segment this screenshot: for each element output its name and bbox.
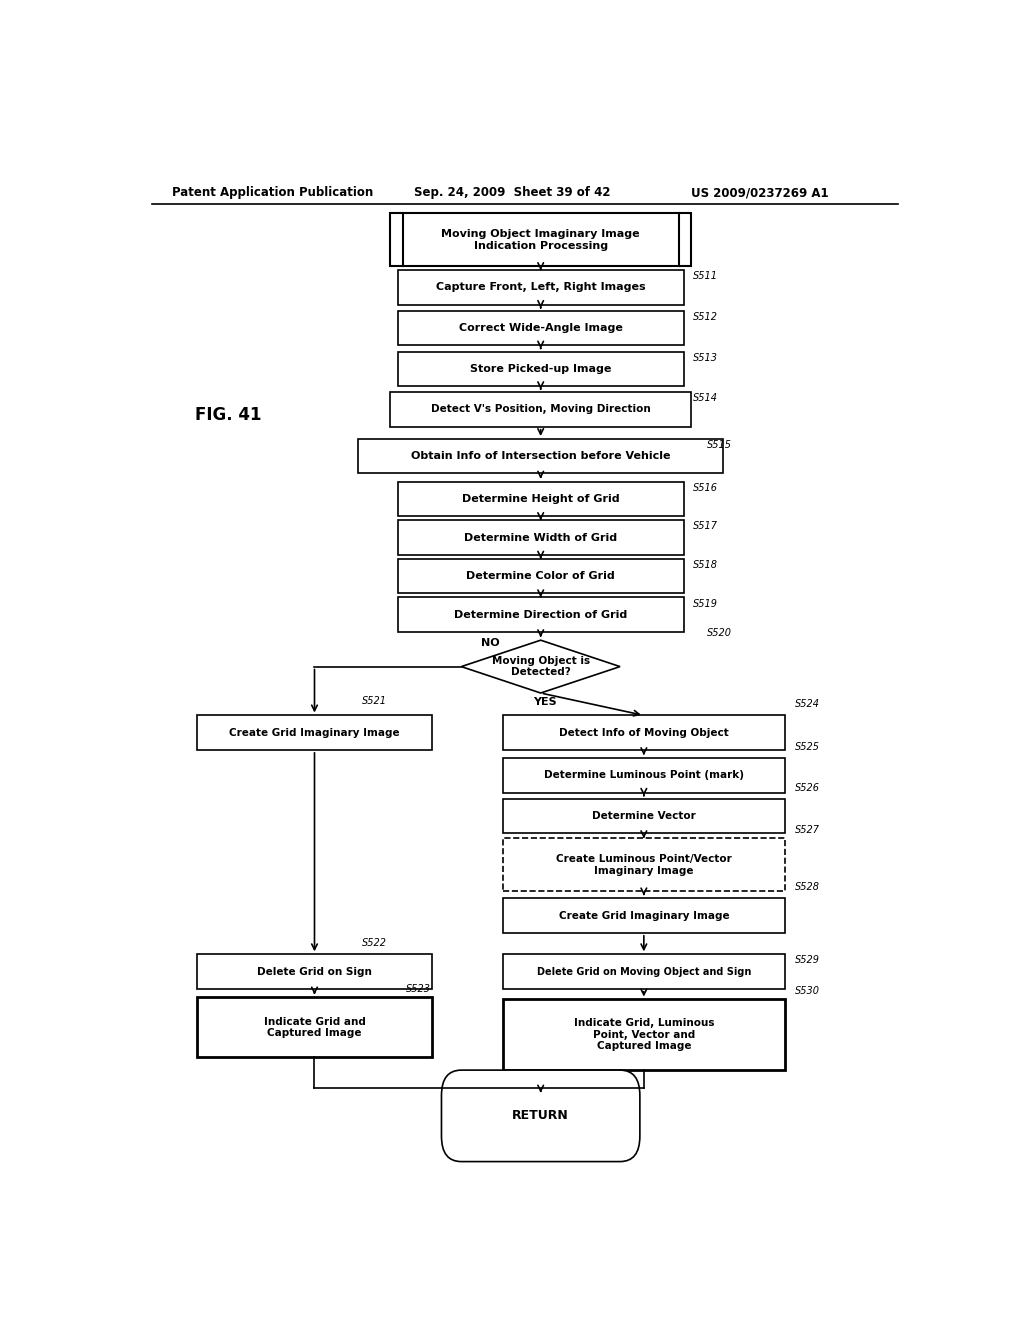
Text: Determine Width of Grid: Determine Width of Grid	[464, 532, 617, 543]
Text: S515: S515	[708, 440, 732, 450]
Text: Detect Info of Moving Object: Detect Info of Moving Object	[559, 727, 729, 738]
Text: NO: NO	[481, 639, 500, 648]
Text: S525: S525	[795, 742, 819, 752]
Text: Sep. 24, 2009  Sheet 39 of 42: Sep. 24, 2009 Sheet 39 of 42	[414, 186, 610, 199]
Text: S526: S526	[795, 783, 819, 792]
Text: S527: S527	[795, 825, 819, 836]
FancyBboxPatch shape	[503, 899, 784, 933]
Text: S512: S512	[693, 312, 718, 322]
Text: Patent Application Publication: Patent Application Publication	[172, 186, 373, 199]
Text: Indicate Grid, Luminous
Point, Vector and
Captured Image: Indicate Grid, Luminous Point, Vector an…	[573, 1018, 714, 1051]
Text: Create Luminous Point/Vector
Imaginary Image: Create Luminous Point/Vector Imaginary I…	[556, 854, 732, 875]
Text: S530: S530	[795, 986, 819, 997]
Text: S513: S513	[693, 352, 718, 363]
Text: Delete Grid on Sign: Delete Grid on Sign	[257, 966, 372, 977]
Text: S520: S520	[708, 628, 732, 638]
Polygon shape	[462, 640, 620, 693]
Text: S514: S514	[693, 393, 718, 404]
Text: S517: S517	[693, 521, 718, 532]
FancyBboxPatch shape	[503, 954, 784, 989]
Text: S529: S529	[795, 956, 819, 965]
Text: Create Grid Imaginary Image: Create Grid Imaginary Image	[558, 911, 729, 920]
FancyBboxPatch shape	[503, 999, 784, 1069]
FancyBboxPatch shape	[198, 715, 431, 750]
FancyBboxPatch shape	[503, 715, 784, 750]
Text: Moving Object is
Detected?: Moving Object is Detected?	[492, 656, 590, 677]
FancyBboxPatch shape	[397, 520, 684, 554]
Text: RETURN: RETURN	[512, 1109, 569, 1122]
Text: Determine Luminous Point (mark): Determine Luminous Point (mark)	[544, 771, 743, 780]
FancyBboxPatch shape	[198, 954, 431, 989]
Text: Determine Vector: Determine Vector	[592, 810, 695, 821]
Text: S521: S521	[362, 696, 387, 706]
Text: S518: S518	[693, 560, 718, 570]
Text: Determine Color of Grid: Determine Color of Grid	[466, 572, 615, 581]
Text: US 2009/0237269 A1: US 2009/0237269 A1	[691, 186, 829, 199]
Text: Moving Object Imaginary Image
Indication Processing: Moving Object Imaginary Image Indication…	[441, 228, 640, 251]
FancyBboxPatch shape	[503, 838, 784, 891]
Text: YES: YES	[532, 697, 556, 708]
Text: Store Picked-up Image: Store Picked-up Image	[470, 364, 611, 374]
FancyBboxPatch shape	[503, 799, 784, 833]
Text: S519: S519	[693, 599, 718, 609]
FancyBboxPatch shape	[397, 271, 684, 305]
FancyBboxPatch shape	[397, 558, 684, 594]
Text: Determine Direction of Grid: Determine Direction of Grid	[454, 610, 628, 620]
Text: S522: S522	[362, 939, 387, 948]
Text: Capture Front, Left, Right Images: Capture Front, Left, Right Images	[436, 282, 645, 293]
FancyBboxPatch shape	[390, 392, 691, 426]
Text: Correct Wide-Angle Image: Correct Wide-Angle Image	[459, 323, 623, 333]
FancyBboxPatch shape	[397, 598, 684, 632]
Text: FIG. 41: FIG. 41	[196, 405, 262, 424]
FancyBboxPatch shape	[503, 758, 784, 792]
Text: S528: S528	[795, 882, 819, 892]
Text: S523: S523	[406, 985, 431, 994]
FancyBboxPatch shape	[390, 214, 691, 267]
FancyBboxPatch shape	[397, 312, 684, 346]
Text: S524: S524	[795, 700, 819, 709]
FancyBboxPatch shape	[397, 482, 684, 516]
FancyBboxPatch shape	[397, 351, 684, 385]
Text: S511: S511	[693, 272, 718, 281]
Text: Delete Grid on Moving Object and Sign: Delete Grid on Moving Object and Sign	[537, 966, 751, 977]
Text: Determine Height of Grid: Determine Height of Grid	[462, 494, 620, 504]
Text: S516: S516	[693, 483, 718, 492]
Text: Create Grid Imaginary Image: Create Grid Imaginary Image	[229, 727, 399, 738]
FancyBboxPatch shape	[358, 440, 723, 474]
FancyBboxPatch shape	[441, 1071, 640, 1162]
FancyBboxPatch shape	[198, 998, 431, 1057]
Text: Obtain Info of Intersection before Vehicle: Obtain Info of Intersection before Vehic…	[411, 451, 671, 461]
Text: Detect V's Position, Moving Direction: Detect V's Position, Moving Direction	[431, 404, 650, 414]
Text: Indicate Grid and
Captured Image: Indicate Grid and Captured Image	[263, 1016, 366, 1039]
